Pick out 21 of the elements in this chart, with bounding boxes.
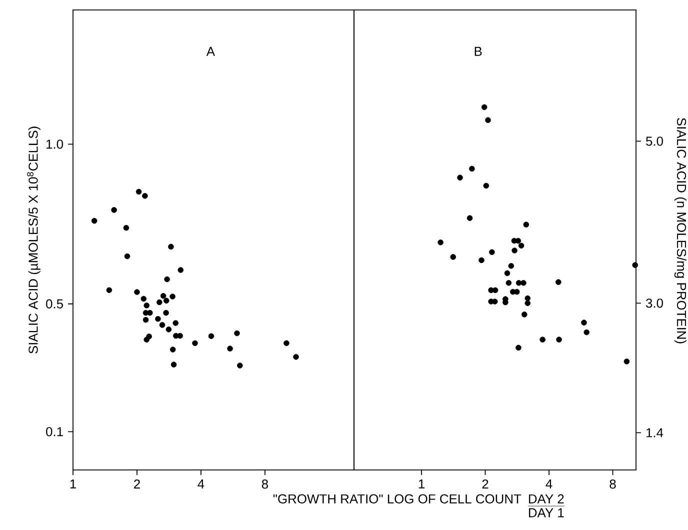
text: DAY 2 xyxy=(528,494,564,504)
text: A xyxy=(206,46,215,56)
x-tick-label: 8 xyxy=(610,479,616,489)
x-tick-label: 8 xyxy=(262,479,268,489)
text: DAY 1 xyxy=(528,508,564,518)
y-tick-label: 1.4 xyxy=(646,428,664,438)
y-tick-label: 1.0 xyxy=(46,140,64,149)
x-tick-label: 4 xyxy=(198,479,204,488)
text: B xyxy=(474,46,482,56)
y-axis-title: SIALIC ACID (µMOLES/5 X 10$^{8}$CELLS) xyxy=(27,126,40,354)
x-axis-title: "GROWTH RATIO" LOG OF CELL COUNT xyxy=(273,494,522,504)
y-tick-label: 5.0 xyxy=(646,136,663,146)
y-tick-label: 0.1 xyxy=(46,427,63,436)
x-tick-label: 1 xyxy=(70,479,76,488)
y-axis-title: SIALIC ACID (n MOLES/mg PROTEIN) xyxy=(674,118,686,344)
y-tick-label: 3.0 xyxy=(646,298,663,308)
x-tick-label: 4 xyxy=(546,479,552,488)
x-tick-label: 2 xyxy=(134,479,140,489)
y-tick-label: 0.5 xyxy=(46,299,63,308)
x-tick-label: 1 xyxy=(418,479,424,488)
x-tick-label: 2 xyxy=(482,479,488,489)
